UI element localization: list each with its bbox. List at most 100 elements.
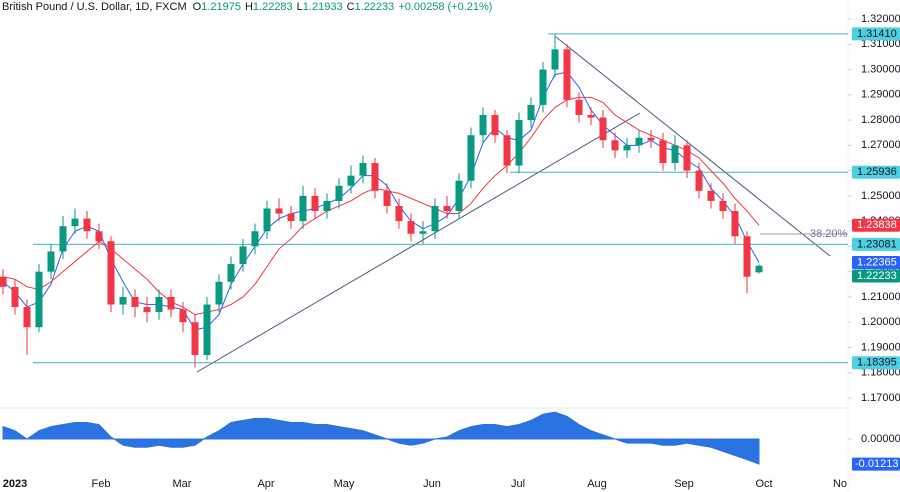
candle-body <box>623 145 631 151</box>
candle-body <box>143 307 151 313</box>
candle-body <box>59 226 67 252</box>
ohlc-prefix: L <box>297 1 303 13</box>
price-tag-label: 1.23081 <box>857 238 897 250</box>
candle-body <box>287 213 295 222</box>
moving-average <box>2 71 760 331</box>
candle-body <box>683 145 691 171</box>
candle-body <box>359 163 367 176</box>
candle-body <box>563 49 571 100</box>
y-tick-label: 1.19000 <box>861 341 900 353</box>
candle-body <box>263 208 271 232</box>
candle-body <box>119 296 127 305</box>
candle-body <box>431 205 439 232</box>
candle-body <box>491 115 499 136</box>
candle-body <box>443 205 451 212</box>
price-tag-label: 1.22365 <box>857 256 897 268</box>
candle-body <box>395 205 403 222</box>
header: British Pound / U.S. Dollar, 1D, FXCM O1.… <box>2 1 492 13</box>
oscillator-area <box>2 411 760 465</box>
candle-body <box>11 286 19 308</box>
y-tick-label: 1.32000 <box>861 13 900 25</box>
candle-body <box>383 190 391 206</box>
price-tag <box>852 255 900 269</box>
x-tick-label: Jul <box>511 478 525 490</box>
candle-body <box>299 195 307 222</box>
candle-body <box>407 221 415 234</box>
x-tick-label: Jun <box>423 478 441 490</box>
price-tag-label: 1.25936 <box>857 166 897 178</box>
candle-body <box>155 296 163 313</box>
x-tick-label: Oct <box>755 478 772 490</box>
ohlc-prefix: C <box>347 1 355 13</box>
candle-body <box>323 200 331 212</box>
y-tick-label: 1.28000 <box>861 114 900 126</box>
moving-average <box>2 96 760 316</box>
candle-body <box>551 49 559 70</box>
candle-body <box>239 246 247 265</box>
y-tick-label: 1.18000 <box>861 367 900 379</box>
ohlc-value: 1.22283 <box>253 1 293 13</box>
ohlc-prefix: O <box>193 1 202 13</box>
symbol-title: British Pound / U.S. Dollar, 1D, FXCM <box>2 1 187 13</box>
y-tick-label: 1.29000 <box>861 89 900 101</box>
oscillator-tick-label: 0.00000 <box>861 433 900 445</box>
candle-body <box>215 281 223 305</box>
candle-body <box>251 231 259 247</box>
candle-body <box>179 309 187 323</box>
x-tick-label: May <box>334 478 355 490</box>
candle-body <box>71 218 79 227</box>
y-tick-label: 1.20000 <box>861 316 900 328</box>
price-tag <box>852 356 900 370</box>
candle-body <box>527 104 535 121</box>
candle-body <box>419 231 427 234</box>
candle-body <box>347 175 355 186</box>
price-tag-label: 1.23838 <box>857 219 897 231</box>
y-tick-label: 1.31000 <box>861 38 900 50</box>
candle-body <box>275 208 283 214</box>
candle-body <box>335 185 343 201</box>
candle-body <box>311 195 319 212</box>
ohlc-prefix: H <box>245 1 253 13</box>
x-tick-label: Feb <box>92 478 111 490</box>
candle-body <box>0 276 7 287</box>
candle-body <box>743 236 751 277</box>
candle-body <box>455 180 463 212</box>
candle-body <box>503 135 511 166</box>
x-tick-label: Aug <box>587 478 607 490</box>
candle-body <box>659 140 667 164</box>
candle-body <box>35 271 43 328</box>
candle-body <box>23 307 31 328</box>
ohlc-value: 1.21933 <box>303 1 343 13</box>
candle-body <box>131 296 139 308</box>
x-tick-label: 2023 <box>3 478 27 490</box>
candle-body <box>719 200 727 212</box>
candle-body <box>83 218 91 232</box>
candle-body <box>167 296 175 310</box>
candle-body <box>695 170 703 191</box>
ohlc-value: 1.21975 <box>201 1 241 13</box>
candle-body <box>479 115 487 136</box>
y-tick-label: 1.27000 <box>861 139 900 151</box>
price-tag-label: 1.22233 <box>857 270 897 282</box>
candle-body <box>671 145 679 164</box>
candle-body <box>371 163 379 191</box>
price-tag <box>852 27 900 41</box>
candle-body <box>47 251 55 272</box>
candle-body <box>227 264 235 282</box>
price-tag-label: 1.31410 <box>857 28 897 40</box>
oscillator-tag-label: -0.01213 <box>855 458 898 470</box>
y-tick-label: 1.25000 <box>861 190 900 202</box>
price-tag <box>852 237 900 251</box>
x-tick-label: Apr <box>257 478 274 490</box>
candle-body <box>575 99 583 116</box>
x-tick-label: Sep <box>674 478 694 490</box>
price-tag <box>852 165 900 179</box>
candle-body <box>755 265 763 273</box>
price-tag <box>852 218 900 232</box>
downtrend-line <box>555 36 831 257</box>
candle-body <box>539 69 547 105</box>
price-tag <box>852 269 900 283</box>
x-tick-label: Mar <box>173 478 192 490</box>
candle-body <box>599 117 607 141</box>
